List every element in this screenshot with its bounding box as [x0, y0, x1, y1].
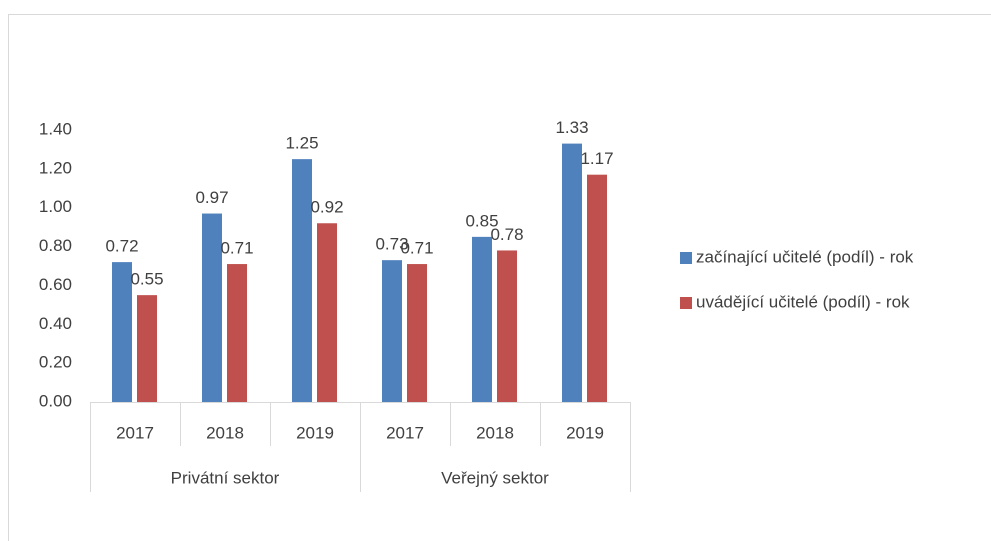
- group-label: Privátní sektor: [171, 468, 280, 487]
- bar: [227, 264, 247, 402]
- bar: [497, 250, 517, 402]
- data-label: 0.97: [195, 188, 228, 207]
- y-tick-label: 0.20: [39, 353, 72, 372]
- data-label: 1.25: [285, 134, 318, 153]
- data-label: 0.55: [130, 270, 163, 289]
- data-label: 1.17: [580, 149, 613, 168]
- x-tick-label: 2017: [386, 423, 424, 442]
- x-tick-label: 2019: [296, 423, 334, 442]
- y-tick-label: 1.00: [39, 197, 72, 216]
- bar: [382, 260, 402, 402]
- bar: [112, 262, 132, 402]
- data-label: 0.92: [310, 198, 343, 217]
- bar: [137, 295, 157, 402]
- y-tick-label: 1.20: [39, 158, 72, 177]
- bar: [562, 143, 582, 402]
- bar: [407, 264, 427, 402]
- legend-swatch: [680, 297, 692, 309]
- group-label: Veřejný sektor: [441, 468, 549, 487]
- data-label: 1.33: [555, 118, 588, 137]
- legend-label: začínající učitelé (podíl) - rok: [696, 247, 914, 266]
- chart-frame: [8, 14, 991, 541]
- bar: [472, 236, 492, 402]
- data-label: 0.71: [220, 239, 253, 258]
- bar: [202, 213, 222, 402]
- legend-label: uvádějící učitelé (podíl) - rok: [696, 292, 910, 311]
- y-tick-label: 0.80: [39, 236, 72, 255]
- x-tick-label: 2018: [206, 423, 244, 442]
- y-tick-label: 0.60: [39, 275, 72, 294]
- data-label: 0.85: [465, 211, 498, 230]
- legend-swatch: [680, 252, 692, 264]
- bar: [317, 223, 337, 402]
- data-label: 0.72: [105, 237, 138, 256]
- y-tick-label: 0.40: [39, 314, 72, 333]
- x-tick-label: 2019: [566, 423, 604, 442]
- data-label: 0.71: [400, 239, 433, 258]
- bar: [292, 159, 312, 402]
- bar: [587, 174, 607, 402]
- data-label: 0.73: [375, 235, 408, 254]
- y-tick-label: 1.40: [39, 119, 72, 138]
- y-tick-label: 0.00: [39, 391, 72, 410]
- x-tick-label: 2017: [116, 423, 154, 442]
- data-label: 0.78: [490, 225, 523, 244]
- x-tick-label: 2018: [476, 423, 514, 442]
